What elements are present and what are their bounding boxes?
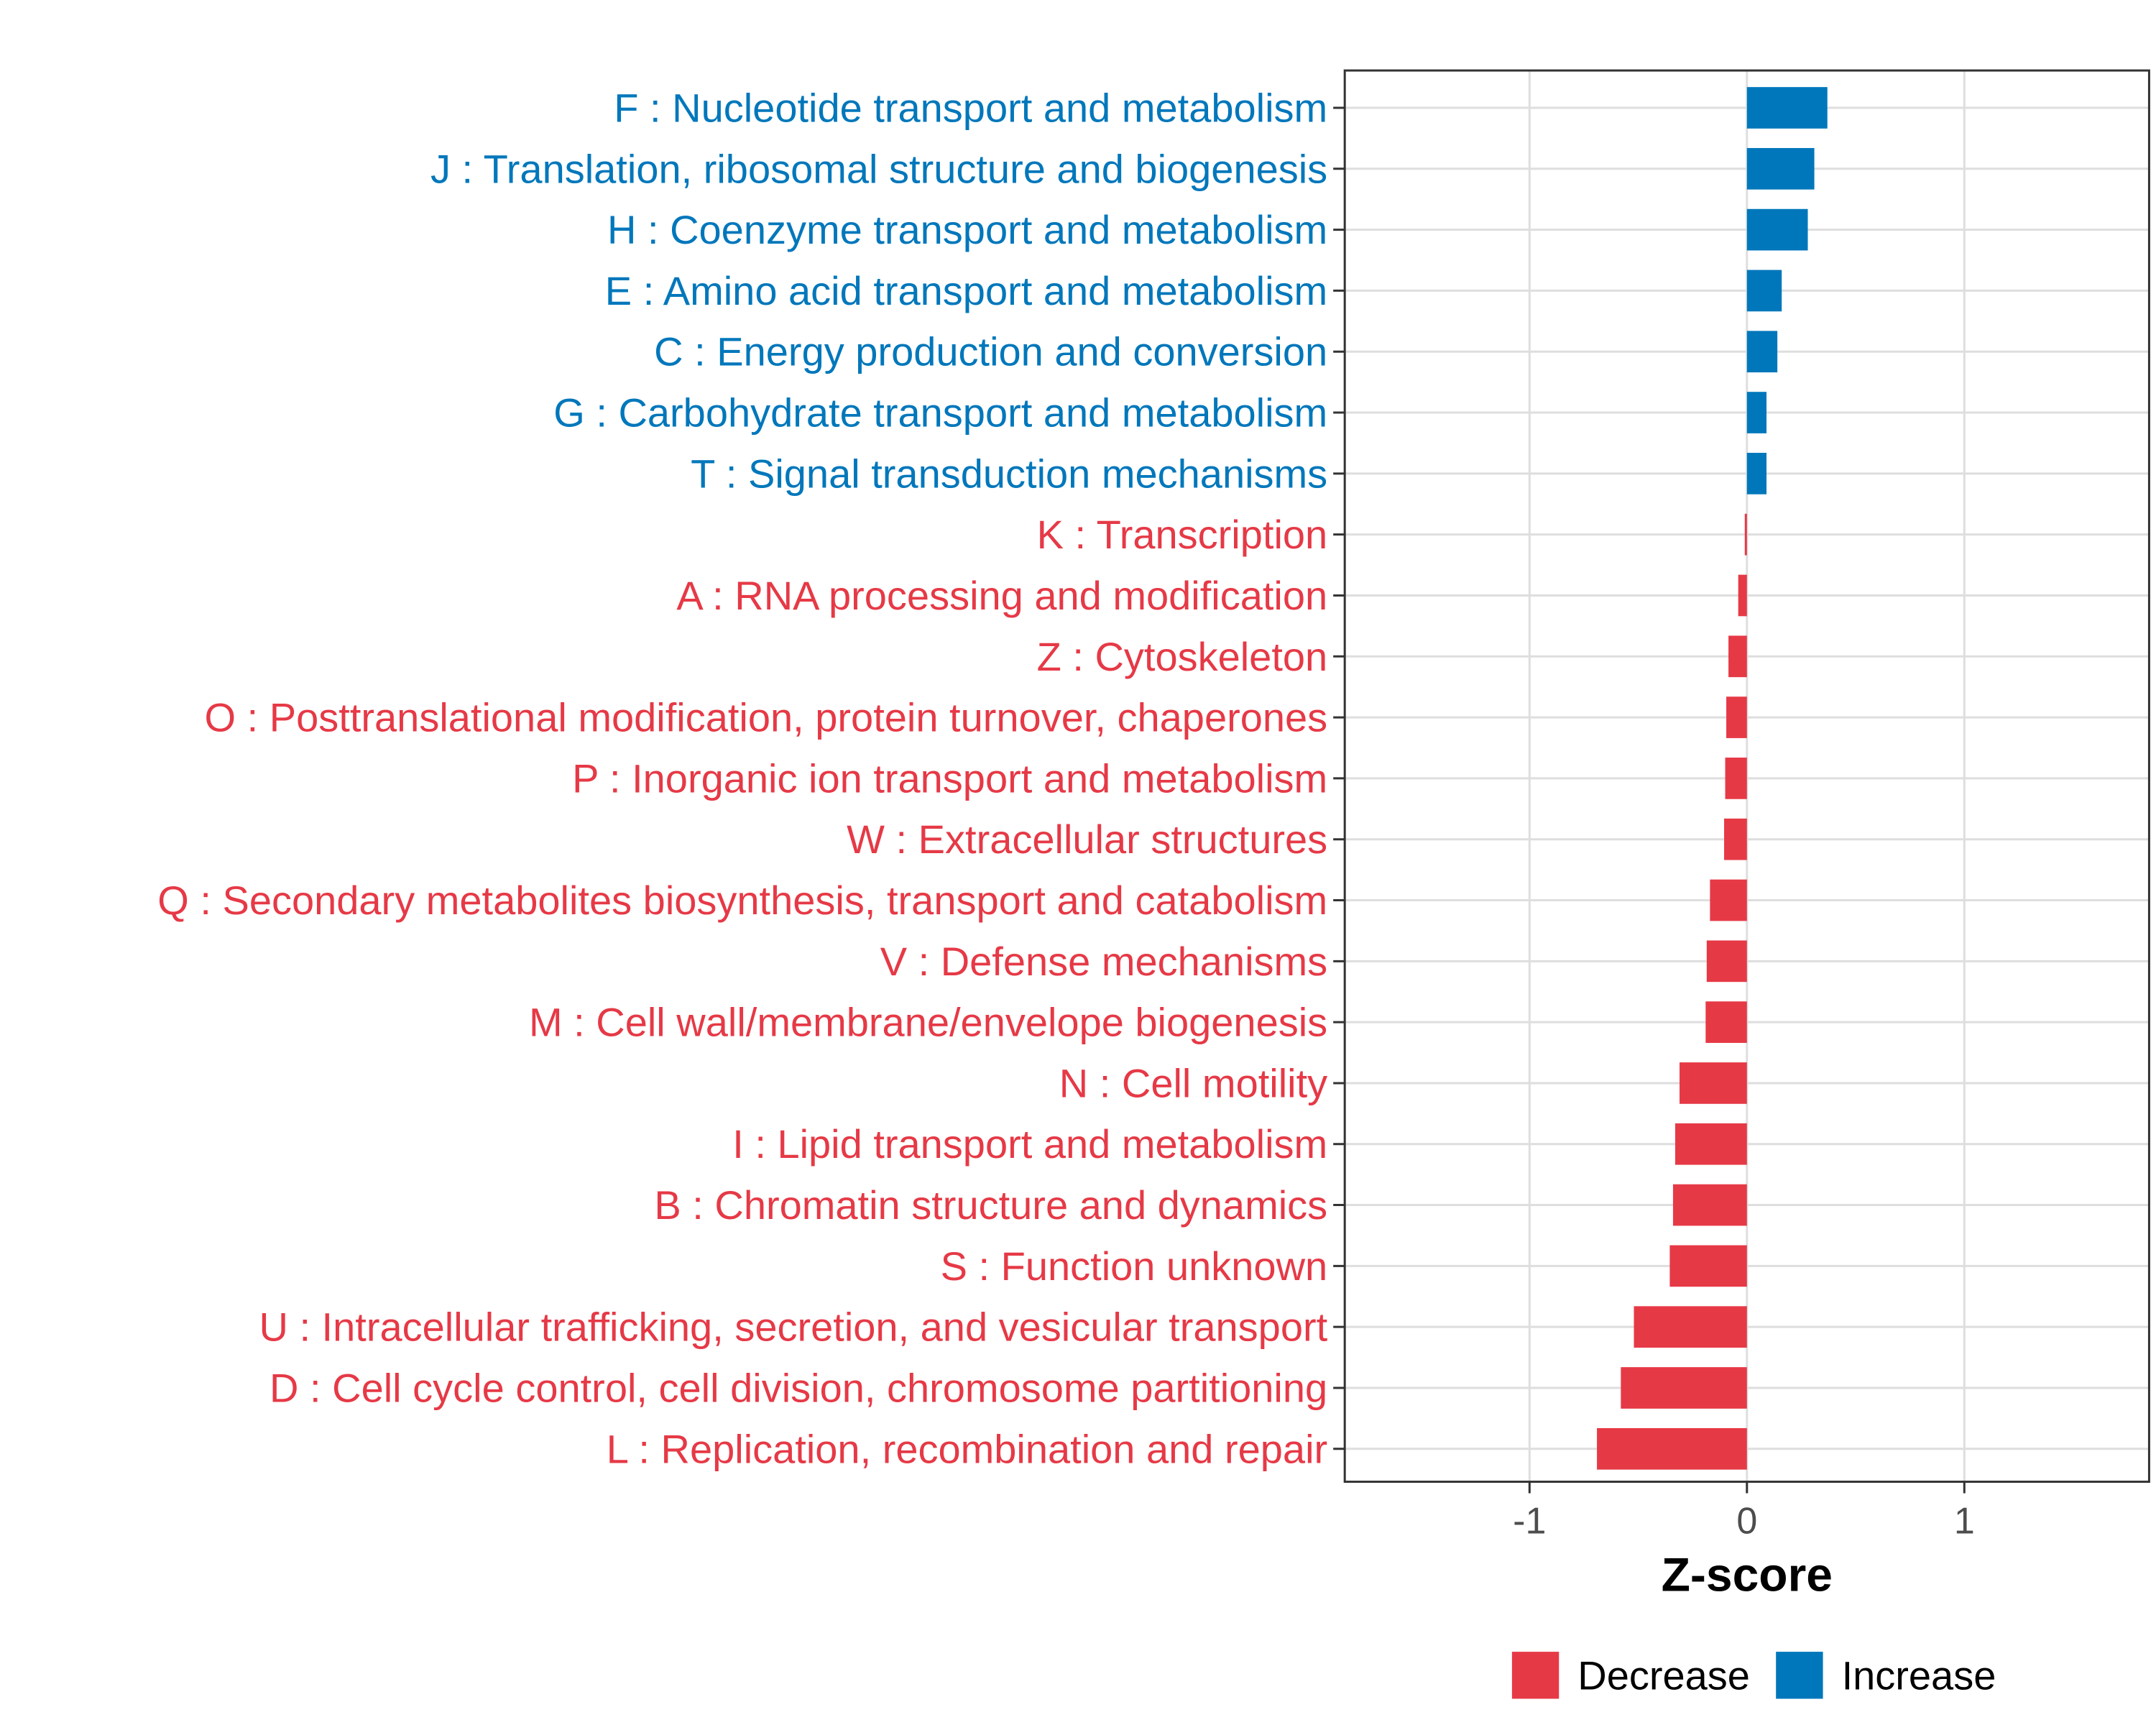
- category-label-n: N : Cell motility: [1059, 1060, 1327, 1105]
- bar-e: [1746, 270, 1782, 312]
- bars: [1597, 87, 1828, 1470]
- y-axis-category-labels: F : Nucleotide transport and metabolism J…: [157, 86, 1327, 1472]
- bar-b: [1672, 1184, 1747, 1226]
- x-axis-title: Z-score: [1662, 1548, 1833, 1601]
- bar-p: [1725, 758, 1747, 799]
- bar-c: [1746, 331, 1778, 373]
- bar-i: [1674, 1123, 1747, 1165]
- bar-v: [1706, 940, 1747, 983]
- category-label-t: T : Signal transduction mechanisms: [691, 451, 1327, 496]
- category-label-h: H : Coenzyme transport and metabolism: [607, 207, 1327, 252]
- category-label-v: V : Defense mechanisms: [880, 939, 1327, 984]
- legend-swatch-increase: [1776, 1652, 1823, 1699]
- category-label-q: Q : Secondary metabolites biosynthesis, …: [157, 878, 1327, 923]
- bar-u: [1634, 1306, 1747, 1348]
- legend: Decrease Increase: [1511, 1652, 1996, 1699]
- x-tick-label: -1: [1513, 1501, 1546, 1542]
- legend-label-decrease: Decrease: [1577, 1652, 1750, 1698]
- bar-w: [1724, 818, 1747, 860]
- category-label-i: I : Lipid transport and metabolism: [732, 1121, 1327, 1167]
- bar-h: [1746, 208, 1808, 251]
- category-label-g: G : Carbohydrate transport and metabolis…: [553, 390, 1327, 436]
- y-axis-ticks: [1333, 106, 1345, 1450]
- bar-n: [1680, 1062, 1747, 1104]
- category-label-p: P : Inorganic ion transport and metaboli…: [572, 755, 1327, 801]
- bar-f: [1746, 87, 1828, 129]
- bar-t: [1746, 453, 1767, 494]
- category-label-k: K : Transcription: [1037, 512, 1328, 557]
- category-label-m: M : Cell wall/membrane/envelope biogenes…: [529, 1000, 1327, 1045]
- category-label-w: W : Extracellular structures: [847, 816, 1327, 862]
- x-axis-ticks: -1 0 1: [1513, 1481, 1975, 1542]
- bar-q: [1710, 879, 1747, 921]
- category-label-c: C : Energy production and conversion: [654, 329, 1327, 374]
- category-label-b: B : Chromatin structure and dynamics: [654, 1182, 1327, 1228]
- bar-z: [1728, 635, 1747, 678]
- bar-s: [1669, 1245, 1747, 1287]
- category-label-o: O : Posttranslational modification, prot…: [205, 695, 1328, 740]
- x-tick-label: 1: [1954, 1501, 1975, 1542]
- category-label-d: D : Cell cycle control, cell division, c…: [270, 1365, 1327, 1410]
- category-label-e: E : Amino acid transport and metabolism: [605, 268, 1327, 313]
- category-label-j: J : Translation, ribosomal structure and…: [430, 146, 1327, 191]
- x-tick-label: 0: [1736, 1501, 1757, 1542]
- legend-swatch-decrease: [1511, 1652, 1560, 1699]
- category-label-a: A : RNA processing and modification: [676, 573, 1327, 618]
- bar-m: [1705, 1001, 1747, 1043]
- bar-g: [1746, 392, 1767, 433]
- bar-a: [1738, 574, 1747, 617]
- bar-o: [1726, 696, 1747, 738]
- category-label-l: L : Replication, recombination and repai…: [607, 1426, 1327, 1471]
- legend-label-increase: Increase: [1842, 1652, 1996, 1698]
- bar-k: [1744, 513, 1747, 556]
- category-label-f: F : Nucleotide transport and metabolism: [614, 86, 1327, 131]
- bar-l: [1597, 1427, 1747, 1470]
- bar-d: [1621, 1367, 1747, 1409]
- category-label-u: U : Intracellular trafficking, secretion…: [259, 1305, 1327, 1350]
- category-label-s: S : Function unknown: [941, 1243, 1328, 1289]
- category-label-z: Z : Cytoskeleton: [1037, 634, 1328, 679]
- bar-j: [1746, 147, 1815, 190]
